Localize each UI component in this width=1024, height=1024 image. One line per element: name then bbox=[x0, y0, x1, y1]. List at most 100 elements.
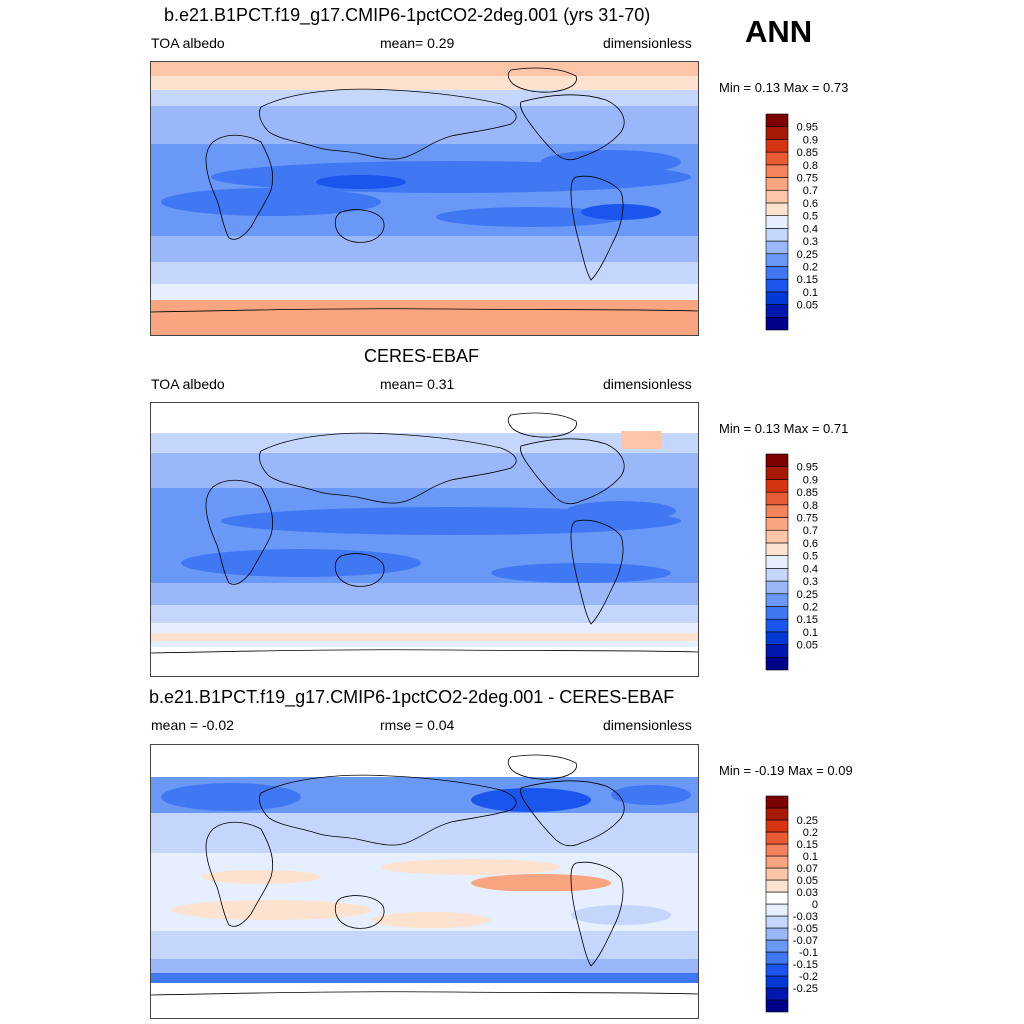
panel1-albedo-field bbox=[151, 62, 698, 335]
colorbar-swatch bbox=[765, 177, 789, 191]
colorbar-tick-label: 0.25 bbox=[797, 815, 818, 827]
colorbar-tick-label: 0.15 bbox=[797, 614, 818, 626]
colorbar-swatch bbox=[765, 202, 789, 216]
panel1-units-label: dimensionless bbox=[603, 35, 692, 51]
colorbar-tick-label: 0.7 bbox=[803, 185, 818, 197]
colorbar-swatch bbox=[765, 568, 789, 582]
colorbar-swatch bbox=[765, 927, 789, 941]
colorbar-tick-label: 0.1 bbox=[803, 287, 818, 299]
colorbar-tick-label: 0.75 bbox=[797, 173, 818, 185]
panel3-mean-label: mean = -0.02 bbox=[151, 717, 234, 733]
panel1-map bbox=[150, 61, 699, 336]
panel3-difference-field bbox=[151, 745, 698, 1018]
colorbar-swatch bbox=[765, 215, 789, 229]
colorbar-swatch bbox=[765, 291, 789, 305]
colorbar-swatch bbox=[765, 915, 789, 929]
colorbar-swatch bbox=[765, 618, 789, 633]
colorbar-tick-label: 0.2 bbox=[803, 601, 818, 613]
colorbar-tick-label: 0.95 bbox=[797, 122, 818, 134]
colorbar-tick-label: 0.03 bbox=[797, 887, 818, 899]
colorbar-tick-label: -0.1 bbox=[799, 947, 818, 959]
panel2-minmax-label: Min = 0.13 Max = 0.71 bbox=[719, 421, 849, 436]
colorbar-swatch bbox=[765, 580, 789, 595]
colorbar-swatch bbox=[765, 843, 789, 857]
colorbar-tick-label: 0.7 bbox=[803, 525, 818, 537]
colorbar-swatch bbox=[765, 891, 789, 905]
colorbar-swatch bbox=[765, 517, 789, 531]
colorbar-tick-label: 0.5 bbox=[803, 211, 818, 223]
colorbar-swatch bbox=[765, 939, 789, 953]
colorbar-tick-label: 0.2 bbox=[803, 827, 818, 839]
colorbar-swatch bbox=[765, 819, 789, 833]
colorbar-tick-label: 0.9 bbox=[803, 134, 818, 146]
colorbar-swatch bbox=[765, 542, 789, 556]
panel2-albedo-field bbox=[151, 403, 698, 676]
colorbar-tick-label: 0.8 bbox=[803, 160, 818, 172]
colorbar-tick-label: 0.5 bbox=[803, 551, 818, 563]
colorbar-swatch bbox=[765, 831, 789, 845]
colorbar-tick-label: 0.9 bbox=[803, 474, 818, 486]
panel2-colorbar-graphic: 0.050.10.150.20.250.30.40.50.60.70.750.8… bbox=[765, 453, 818, 671]
colorbar-swatch bbox=[765, 987, 789, 1001]
panel2-variable-label: TOA albedo bbox=[151, 376, 225, 392]
colorbar-tick-label: 0.95 bbox=[797, 462, 818, 474]
panel3-rmse-label: rmse = 0.04 bbox=[380, 717, 455, 733]
colorbar-tick-label: -0.2 bbox=[799, 971, 818, 983]
colorbar-swatch bbox=[765, 253, 789, 267]
colorbar-swatch bbox=[765, 151, 789, 166]
colorbar-tick-label: 0.4 bbox=[803, 563, 818, 575]
colorbar-tick-label: -0.03 bbox=[793, 911, 818, 923]
season-label: ANN bbox=[745, 14, 813, 49]
colorbar-swatch bbox=[765, 963, 789, 977]
colorbar-tick-label: 0.15 bbox=[797, 839, 818, 851]
colorbar-tick-label: -0.07 bbox=[793, 935, 818, 947]
colorbar-swatch bbox=[765, 113, 789, 128]
colorbar-swatch bbox=[765, 529, 789, 544]
colorbar-swatch bbox=[765, 975, 789, 989]
colorbar-swatch bbox=[765, 504, 789, 518]
colorbar-swatch bbox=[765, 278, 789, 293]
panel1-minmax-label: Min = 0.13 Max = 0.73 bbox=[719, 80, 849, 95]
colorbar-swatch bbox=[765, 644, 789, 658]
colorbar-tick-label: 0.4 bbox=[803, 223, 818, 235]
colorbar-tick-label: 0.6 bbox=[803, 538, 818, 550]
panel1-colorbar-graphic: 0.050.10.150.20.250.30.40.50.60.70.750.8… bbox=[765, 113, 818, 331]
colorbar-swatch bbox=[765, 266, 789, 280]
panel1-colorbar: 0.05 0.1 0.15 0.2 0.25 0.3 0.4 0.5 0.6 0.7 0.75 0.8… bbox=[765, 113, 856, 331]
colorbar-swatch bbox=[765, 164, 789, 178]
colorbar-swatch bbox=[765, 491, 789, 506]
colorbar-tick-label: 0.75 bbox=[797, 513, 818, 525]
colorbar-swatch bbox=[765, 795, 789, 809]
colorbar-swatch bbox=[765, 867, 789, 881]
panel3-units-label: dimensionless bbox=[603, 717, 692, 733]
colorbar-swatch bbox=[765, 555, 789, 569]
colorbar-swatch bbox=[765, 126, 789, 140]
colorbar-swatch bbox=[765, 453, 789, 468]
colorbar-swatch bbox=[765, 139, 789, 153]
colorbar-swatch bbox=[765, 855, 789, 869]
colorbar-tick-label: 0.1 bbox=[803, 627, 818, 639]
colorbar-swatch bbox=[765, 240, 789, 255]
colorbar-tick-label: 0.25 bbox=[797, 589, 818, 601]
panel2-title: CERES-EBAF bbox=[364, 346, 480, 366]
panel3-map bbox=[150, 744, 699, 1019]
colorbar-swatch bbox=[765, 903, 789, 917]
colorbar-tick-label: 0.05 bbox=[797, 875, 818, 887]
colorbar-tick-label: 0.05 bbox=[797, 300, 818, 312]
colorbar-tick-label: 0.07 bbox=[797, 863, 818, 875]
panel3-title: b.e21.B1PCT.f19_g17.CMIP6-1pctCO2-2deg.0… bbox=[149, 687, 675, 707]
colorbar-swatch bbox=[765, 466, 789, 480]
colorbar-swatch bbox=[765, 951, 789, 965]
colorbar-tick-label: 0.3 bbox=[803, 576, 818, 588]
colorbar-tick-label: -0.25 bbox=[793, 983, 818, 995]
colorbar-tick-label: 0 bbox=[812, 899, 818, 911]
panel3-colorbar-graphic: -0.25-0.2-0.15-0.1-0.07-0.05-0.0300.030.… bbox=[765, 795, 818, 1013]
panel3-colorbar: -0.25 -0.2 -0.15 -0.1 -0.07 -0.05 -0.03 0 0.03 0.… bbox=[765, 795, 856, 1013]
panel2-colorbar: 0.05 0.1 0.15 0.2 0.25 0.3 0.4 0.5 0.6 0.7 0.75 0.8… bbox=[765, 453, 856, 671]
panel2-mean-label: mean= 0.31 bbox=[380, 376, 455, 392]
colorbar-swatch bbox=[765, 228, 789, 242]
colorbar-tick-label: 0.15 bbox=[797, 274, 818, 286]
colorbar-swatch bbox=[765, 656, 789, 671]
panel3-minmax-label: Min = -0.19 Max = 0.09 bbox=[719, 763, 853, 778]
colorbar-tick-label: 0.3 bbox=[803, 236, 818, 248]
